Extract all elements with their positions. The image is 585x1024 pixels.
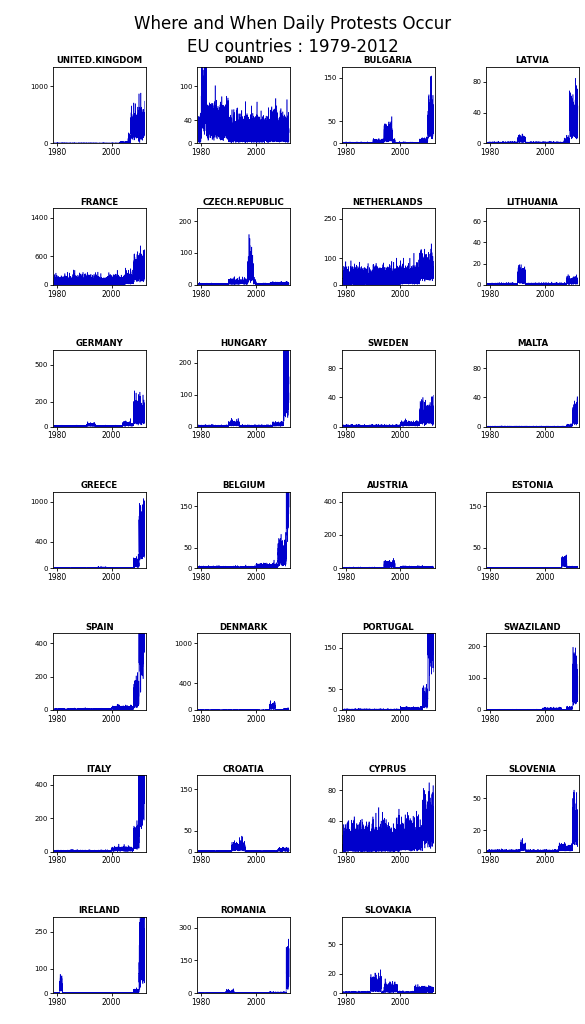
Title: UNITED.KINGDOM: UNITED.KINGDOM [56, 56, 142, 66]
Title: ESTONIA: ESTONIA [511, 481, 553, 490]
Title: IRELAND: IRELAND [78, 906, 120, 915]
Title: DENMARK: DENMARK [219, 623, 268, 632]
Title: CYPRUS: CYPRUS [369, 765, 407, 773]
Title: GERMANY: GERMANY [75, 340, 123, 348]
Title: FRANCE: FRANCE [80, 198, 118, 207]
Title: ROMANIA: ROMANIA [221, 906, 267, 915]
Title: SLOVENIA: SLOVENIA [509, 765, 556, 773]
Title: CROATIA: CROATIA [223, 765, 264, 773]
Text: Where and When Daily Protests Occur: Where and When Daily Protests Occur [134, 15, 451, 34]
Title: ITALY: ITALY [87, 765, 112, 773]
Title: SPAIN: SPAIN [85, 623, 113, 632]
Title: POLAND: POLAND [224, 56, 264, 66]
Title: BULGARIA: BULGARIA [364, 56, 412, 66]
Title: MALTA: MALTA [517, 340, 548, 348]
Title: HUNGARY: HUNGARY [220, 340, 267, 348]
Title: SWAZILAND: SWAZILAND [504, 623, 562, 632]
Title: CZECH.REPUBLIC: CZECH.REPUBLIC [203, 198, 284, 207]
Title: PORTUGAL: PORTUGAL [362, 623, 414, 632]
Title: SLOVAKIA: SLOVAKIA [364, 906, 412, 915]
Title: BELGIUM: BELGIUM [222, 481, 265, 490]
Title: LATVIA: LATVIA [516, 56, 549, 66]
Title: AUSTRIA: AUSTRIA [367, 481, 409, 490]
Title: NETHERLANDS: NETHERLANDS [353, 198, 424, 207]
Title: GREECE: GREECE [81, 481, 118, 490]
Title: LITHUANIA: LITHUANIA [507, 198, 559, 207]
Text: EU countries : 1979-2012: EU countries : 1979-2012 [187, 38, 398, 56]
Title: SWEDEN: SWEDEN [367, 340, 409, 348]
